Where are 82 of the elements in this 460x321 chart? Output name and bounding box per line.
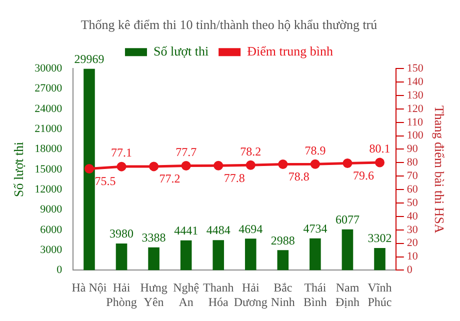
y-tick-label: 24000 (34, 102, 63, 115)
y2-tick-label: 120 (406, 102, 424, 115)
point (278, 160, 288, 170)
y2-tick-label: 130 (406, 89, 424, 102)
data-label: 79.6 (352, 168, 374, 182)
y-tick-label: 18000 (34, 143, 63, 156)
y2-tick-label: 20 (406, 237, 418, 250)
data-label: 29969 (74, 52, 104, 66)
data-label: 78.8 (288, 169, 310, 184)
point (375, 158, 385, 168)
bar (116, 243, 128, 270)
point (246, 160, 256, 170)
data-label: 4441 (174, 224, 198, 238)
chart-title: Thống kê điểm thi 10 tỉnh/thành theo hộ khẩu thường trú (80, 17, 378, 32)
y2-axis-title: Thang điểm bài thi HSA (432, 105, 447, 234)
y2-tick-label: 30 (406, 224, 418, 236)
y-axis-title: Số lượt thi (11, 141, 26, 197)
point (181, 161, 191, 171)
y-tick-label: 15000 (34, 163, 63, 176)
y2-tick-label: 90 (406, 143, 418, 156)
point (214, 160, 224, 170)
data-label: 4694 (238, 222, 263, 236)
legend-label: Điểm trung bình (247, 44, 334, 59)
y2-tick-label: 100 (406, 130, 424, 142)
bar (84, 68, 95, 270)
bar (212, 240, 224, 270)
data-label: 2988 (270, 233, 295, 248)
data-label: 3388 (142, 230, 166, 245)
x-tick-label: Bắc Ninh (270, 280, 295, 309)
data-label: 77.8 (224, 170, 245, 185)
bar (148, 247, 160, 270)
data-label: 6077 (335, 212, 360, 227)
x-tick-label: Nam Định (335, 280, 360, 309)
data-label: 3980 (110, 226, 134, 241)
y-tick-label: 21000 (34, 122, 63, 135)
data-label: 78.9 (304, 143, 326, 158)
point (149, 162, 159, 172)
x-tick-label: Nghệ An (173, 280, 200, 309)
y2-tick-label: 110 (406, 116, 424, 128)
point (342, 158, 352, 168)
data-label: 77.7 (176, 144, 197, 159)
y-tick-label: 30000 (34, 62, 63, 74)
point (84, 164, 94, 174)
point (116, 162, 126, 172)
data-label: 77.2 (159, 172, 180, 186)
y-tick-label: 27000 (34, 82, 63, 95)
bar (374, 248, 386, 270)
bar (277, 250, 289, 270)
y-tick-label: 12000 (34, 183, 63, 196)
point (310, 159, 320, 169)
x-tick-label: Thanh Hóa (203, 280, 234, 309)
data-label: 75.5 (94, 174, 116, 188)
legend-label: Số lượt thi (153, 44, 209, 59)
bar (310, 238, 321, 270)
y2-tick-label: 70 (406, 170, 418, 182)
bar (244, 238, 256, 270)
data-label: 3302 (368, 231, 392, 246)
y2-tick-label: 80 (406, 156, 418, 169)
x-tick-label: Hải Dương (234, 280, 268, 309)
y2-tick-label: 150 (406, 62, 424, 74)
y2-tick-label: 60 (406, 183, 418, 196)
bar (180, 240, 192, 270)
bar (342, 229, 354, 270)
x-tick-label: Thái Bình (304, 280, 327, 309)
x-tick-label: Hà Nội (72, 280, 108, 295)
data-label: 4734 (303, 222, 328, 236)
y-tick-label: 9000 (40, 204, 63, 216)
data-label: 78.2 (240, 144, 262, 158)
y2-tick-label: 10 (406, 250, 418, 263)
x-tick-label: Vĩnh Phúc (368, 280, 392, 309)
y-tick-label: 0 (56, 264, 63, 276)
data-label: 4484 (206, 223, 230, 238)
y2-tick-label: 0 (406, 264, 413, 276)
x-tick-label: Hải Phòng (106, 280, 137, 309)
data-label: 80.1 (369, 142, 390, 156)
y2-tick-label: 50 (406, 196, 418, 209)
data-label: 77.1 (111, 146, 132, 160)
y-tick-label: 6000 (40, 224, 63, 236)
y-tick-label: 3000 (40, 244, 63, 256)
y2-tick-label: 40 (406, 210, 418, 222)
x-tick-label: Hưng Yên (140, 280, 168, 309)
y2-tick-label: 140 (406, 76, 424, 88)
